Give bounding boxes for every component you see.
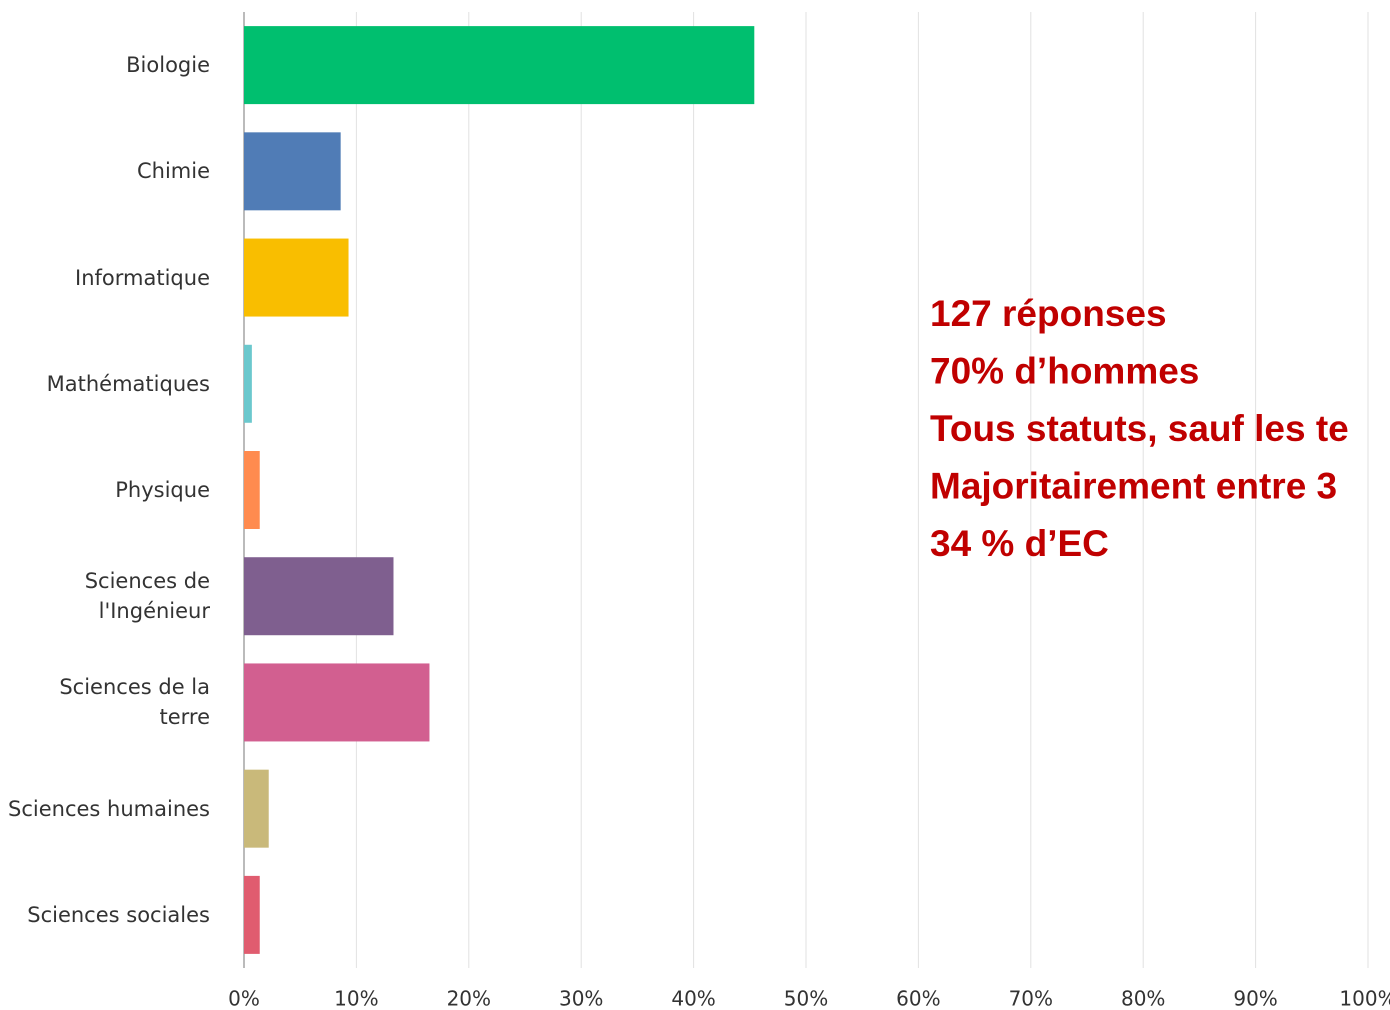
category-label: Mathématiques [46,371,210,396]
x-tick-label: 100% [1339,987,1390,1010]
category-label: Chimie [136,159,210,184]
category-label: Sciences de l'Ingénieur [84,569,210,624]
annotation: 127 réponses [930,293,1167,334]
category-label: Biologie [126,53,210,78]
bar [244,769,269,848]
bar [244,557,394,636]
x-tick-label: 90% [1233,987,1277,1010]
bar [244,132,341,211]
x-tick-label: 10% [334,987,378,1010]
annotation: Tous statuts, sauf les te [930,408,1349,449]
x-tick-label: 60% [896,987,940,1010]
category-label: Sciences sociales [27,902,210,927]
annotation: 70% d’hommes [930,350,1199,391]
annotation: Majoritairement entre 3 [930,465,1337,506]
category-label: Physique [115,478,210,502]
bar [244,238,349,317]
category-label: Sciences humaines [8,796,210,821]
x-tick-label: 40% [671,987,715,1010]
x-tick-label: 80% [1121,987,1165,1010]
bar [244,875,260,954]
bar [244,663,430,742]
category-label: Sciences de la terre [59,675,210,730]
category-label: Informatique [75,265,210,290]
x-tick-label: 20% [447,987,491,1010]
x-tick-label: 50% [784,987,828,1010]
x-tick-label: 30% [559,987,603,1010]
bar [244,344,252,423]
x-tick-label: 70% [1009,987,1053,1010]
bar [244,451,260,529]
bar [244,26,755,105]
annotation: 34 % d’EC [930,523,1109,564]
x-tick-label: 0% [228,987,260,1010]
